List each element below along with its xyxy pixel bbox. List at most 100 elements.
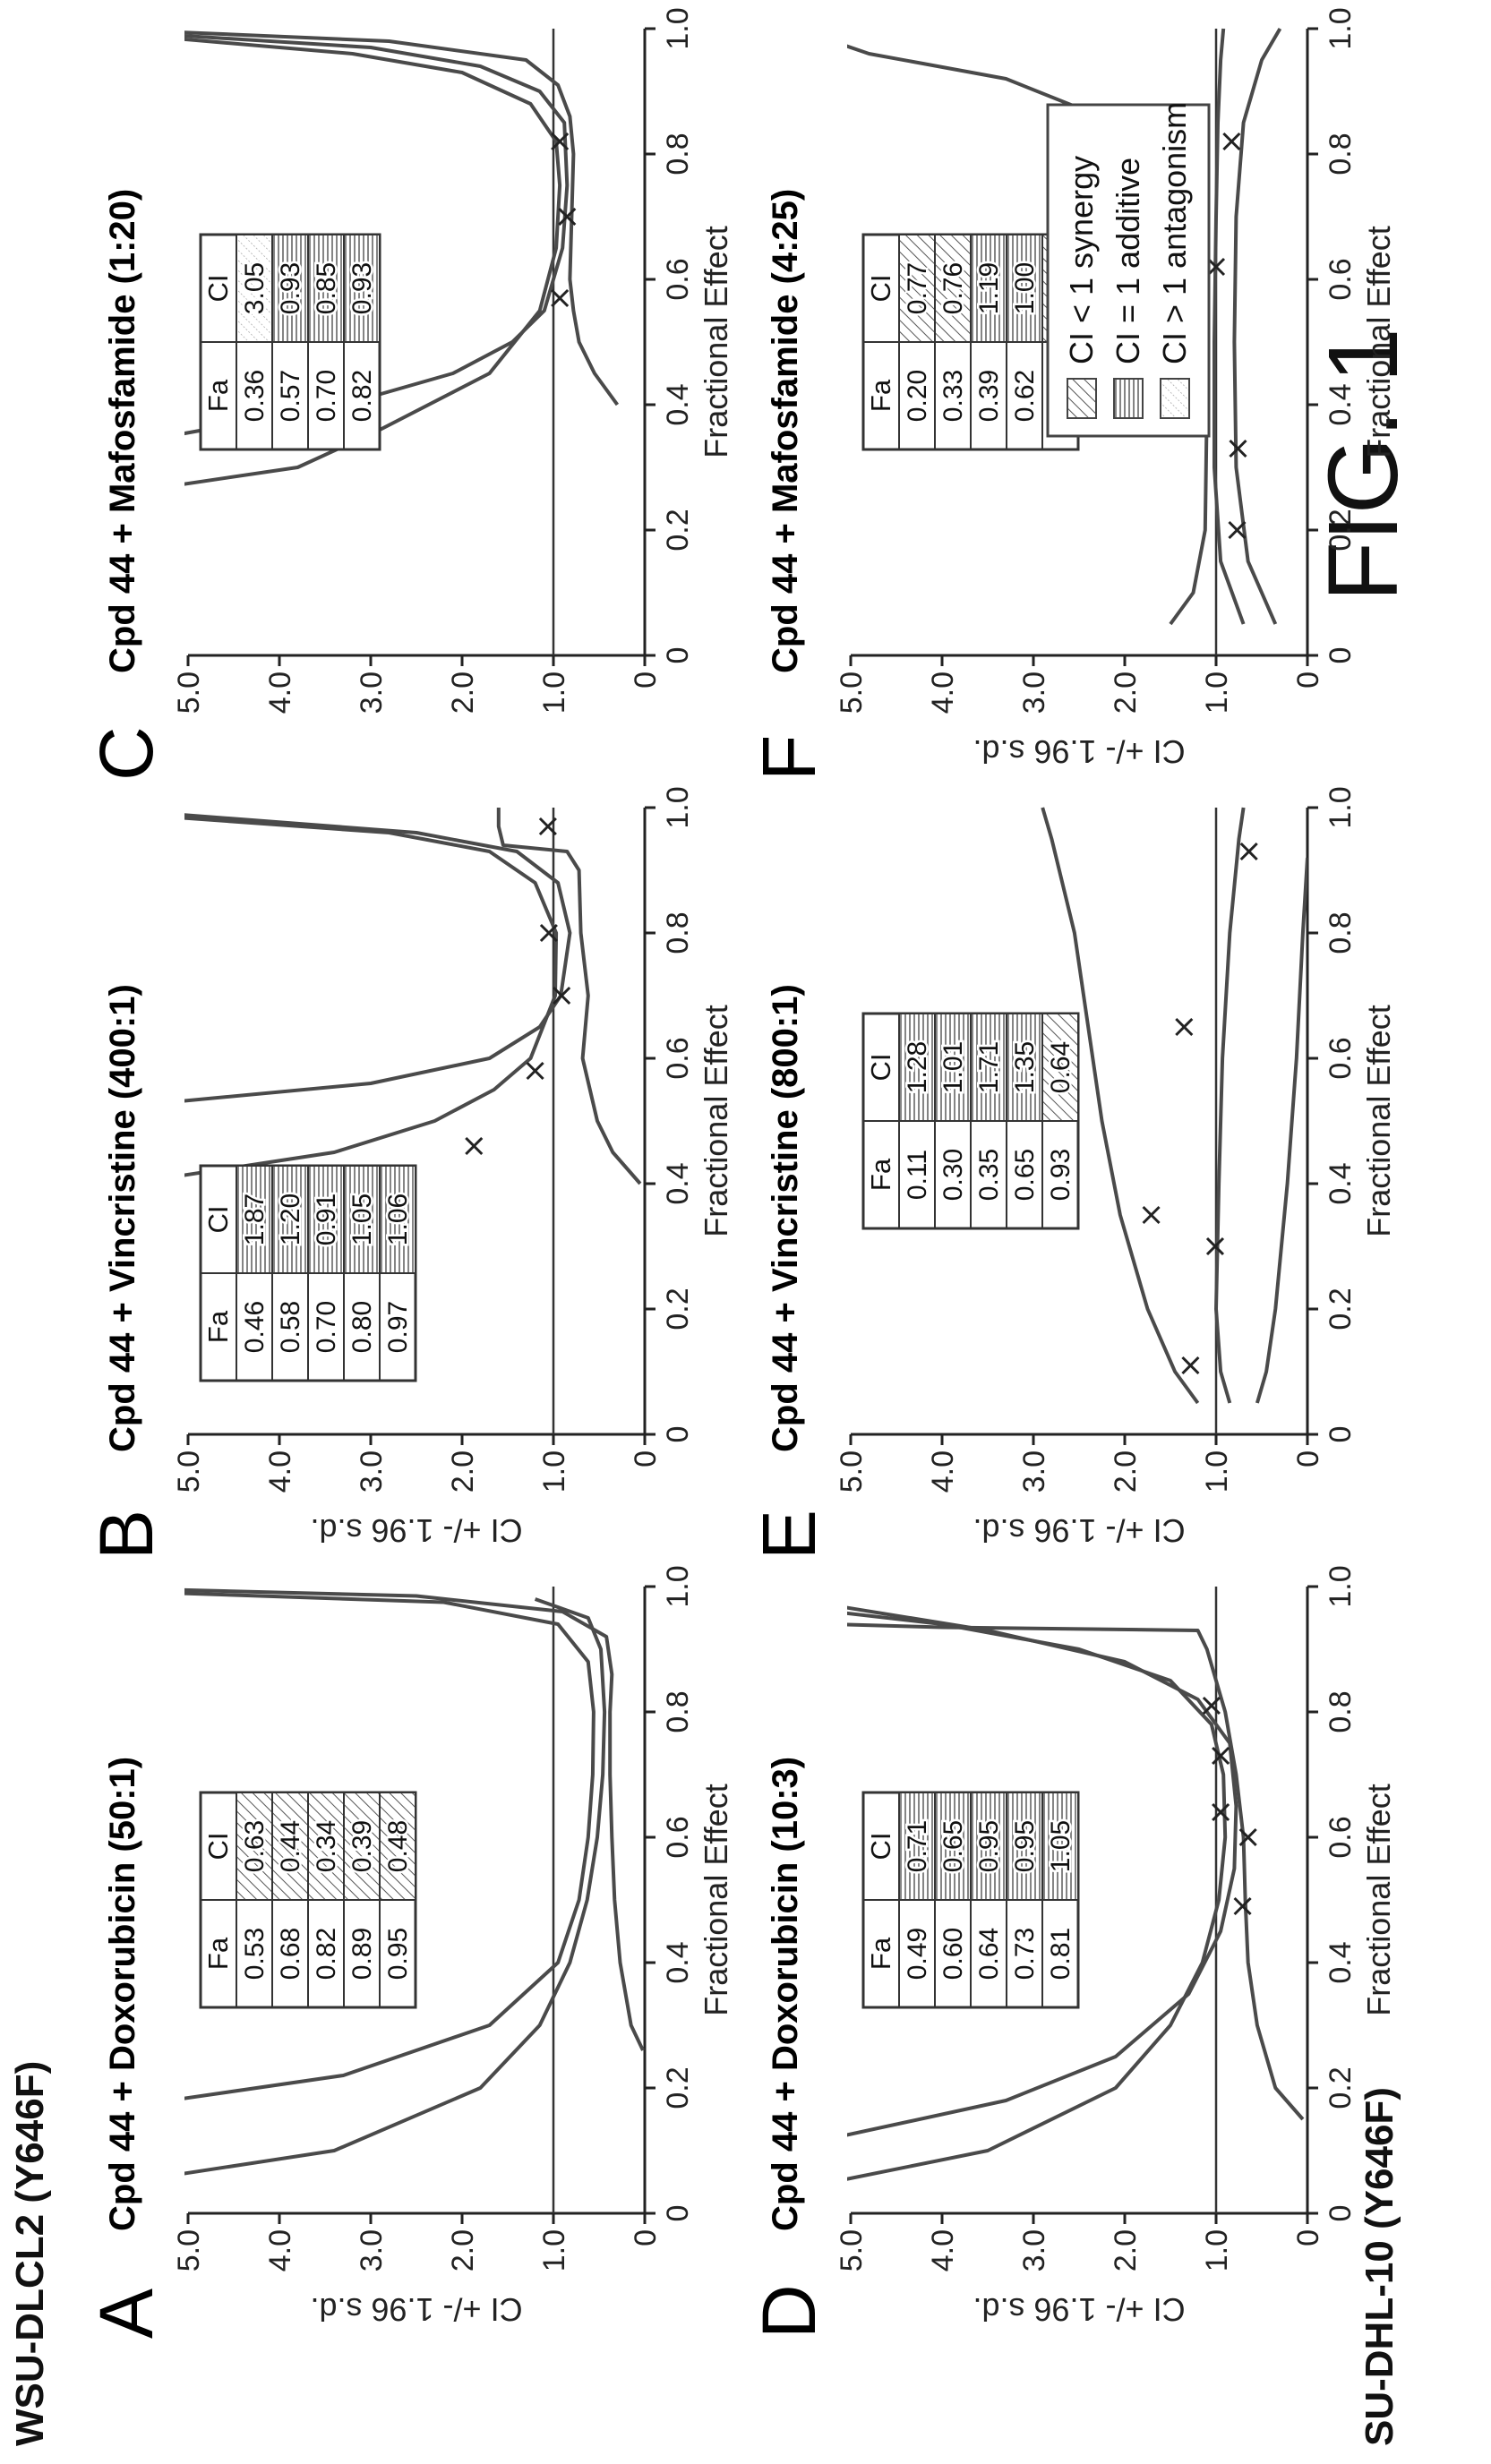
panel-title-F: Cpd 44 + Mafosfamide (4:25) (766, 189, 805, 673)
data-point-marker (1144, 1207, 1160, 1223)
panel-letter-C: C (84, 726, 168, 781)
x-tick-label: 0.2 (1324, 1288, 1358, 1330)
ci-table-ci: 0.48 (383, 1820, 413, 1872)
panel-title-C: Cpd 44 + Mafosfamide (1:20) (103, 189, 142, 673)
ci-curve-2 (1216, 808, 1244, 1403)
y-axis-title: CI +/- 1.96 s.d. (310, 1512, 522, 1549)
x-tick-label: 0.2 (1324, 2066, 1358, 2109)
ci-table-ci: 0.85 (312, 262, 341, 314)
ci-table-ci: 1.05 (1046, 1820, 1075, 1872)
y-axis-title: CI +/- 1.96 s.d. (310, 2291, 522, 2328)
panel-title-B: Cpd 44 + Vincristine (400:1) (103, 984, 142, 1452)
ci-table-ci: 0.65 (938, 1820, 968, 1872)
group-label-top: WSU-DLCL2 (Y646F) (8, 2061, 52, 2446)
ci-table-ci: 0.95 (974, 1820, 1004, 1872)
panel-letter-B: B (84, 1510, 168, 1560)
ci-curve-3 (499, 808, 640, 1184)
ci-table-fa: 0.80 (347, 1301, 377, 1353)
ci-table: FaCI0.111.280.301.010.351.710.651.350.93… (863, 1014, 1078, 1228)
ci-table-ci: 0.71 (903, 1820, 932, 1872)
ci-table-ci: 0.77 (903, 262, 932, 314)
x-tick-label: 0.8 (1324, 133, 1358, 175)
ci-table: FaCI0.200.770.330.760.391.190.621.000.82… (863, 235, 1078, 449)
y-tick-label: 0 (629, 672, 663, 689)
ci-table-ci: 1.01 (938, 1041, 968, 1093)
y-tick-label: 3.0 (1017, 2229, 1051, 2272)
x-axis-title: Fractional Effect (698, 1005, 734, 1236)
group-label-bottom: SU-DHL-10 (Y646F) (1358, 2087, 1401, 2446)
ci-table-ci: 0.34 (312, 1820, 341, 1872)
legend-label-additive: CI = 1 additive (1110, 158, 1146, 364)
x-tick-label: 0.6 (661, 258, 695, 300)
ci-curve-3 (1257, 858, 1307, 1403)
legend-swatch-antagonism (1161, 379, 1189, 418)
ci-table-ci: 0.95 (1010, 1820, 1040, 1872)
data-point-marker (1176, 1019, 1192, 1035)
y-tick-label: 0 (1291, 672, 1325, 689)
ci-table-fa: 0.62 (1010, 370, 1040, 422)
y-tick-label: 3.0 (355, 2229, 389, 2272)
ci-table-ci: 0.93 (347, 262, 377, 314)
x-tick-label: 1.0 (661, 1565, 695, 1607)
y-tick-label: 4.0 (263, 2229, 297, 2272)
x-tick-label: 0 (661, 1426, 695, 1443)
y-tick-label: 5.0 (835, 1450, 869, 1493)
x-tick-label: 0.4 (661, 1941, 695, 1983)
ci-table-ci: 1.28 (903, 1041, 932, 1093)
data-point-marker (1223, 133, 1239, 150)
data-point-marker (1182, 1357, 1198, 1373)
x-axis-title: Fractional Effect (698, 226, 734, 458)
ci-table-header: CI (202, 1833, 234, 1861)
y-tick-label: 3.0 (355, 1450, 389, 1493)
ci-table-header: Fa (865, 1937, 896, 1970)
ci-table-ci: 1.20 (276, 1194, 305, 1245)
legend-swatch-synergy (1067, 379, 1096, 418)
ci-table-fa: 0.30 (938, 1149, 968, 1201)
y-axis-title: CI +/- 1.96 s.d. (973, 2291, 1185, 2328)
ci-table-fa: 0.49 (903, 1928, 932, 1980)
y-tick-label: 2.0 (446, 1450, 480, 1493)
ci-table-ci: 0.91 (312, 1194, 341, 1245)
ci-table: FaCI0.461.870.581.200.700.910.801.050.97… (201, 1166, 416, 1381)
ci-table-header: CI (865, 1833, 896, 1861)
ci-table: FaCI0.363.050.570.930.700.850.820.93 (201, 235, 380, 449)
panel-B: BCpd 44 + Vincristine (400:1)01.02.03.04… (84, 786, 734, 1560)
y-tick-label: 1.0 (537, 1450, 571, 1493)
panel-letter-E: E (747, 1510, 831, 1560)
y-tick-label: 2.0 (1109, 672, 1143, 714)
x-tick-label: 0.6 (1324, 258, 1358, 300)
x-tick-label: 0.8 (661, 1690, 695, 1732)
y-tick-label: 1.0 (1200, 1450, 1234, 1493)
y-tick-label: 3.0 (355, 672, 389, 714)
x-tick-label: 0.4 (661, 1162, 695, 1204)
x-tick-label: 0.4 (1324, 383, 1358, 425)
panel-E: ECpd 44 + Vincristine (800:1)01.02.03.04… (747, 786, 1397, 1560)
y-tick-label: 2.0 (1109, 1450, 1143, 1493)
y-tick-label: 0 (629, 1450, 663, 1467)
ci-table-header: CI (202, 275, 234, 303)
y-tick-label: 5.0 (835, 2229, 869, 2272)
x-axis-title: Fractional Effect (1360, 1784, 1397, 2015)
ci-table-header: CI (865, 1054, 896, 1082)
y-tick-label: 0 (629, 2229, 663, 2246)
ci-table-fa: 0.53 (240, 1928, 270, 1980)
ci-table-header: Fa (202, 1937, 234, 1970)
data-point-marker (466, 1138, 482, 1154)
x-tick-label: 1.0 (661, 7, 695, 49)
ci-table-fa: 0.65 (1010, 1149, 1040, 1201)
ci-table-ci: 0.93 (276, 262, 305, 314)
x-tick-label: 0.4 (1324, 1162, 1358, 1204)
ci-table-ci: 0.64 (1046, 1041, 1075, 1093)
x-axis-title: Fractional Effect (1360, 1005, 1397, 1236)
ci-table-ci: 1.71 (974, 1041, 1004, 1093)
x-axis-title: Fractional Effect (1360, 226, 1397, 458)
x-tick-label: 0.6 (1324, 1037, 1358, 1079)
data-point-marker (1241, 843, 1257, 860)
ci-table-fa: 0.70 (312, 370, 341, 422)
x-tick-label: 1.0 (1324, 786, 1358, 828)
ci-table-fa: 0.36 (240, 370, 270, 422)
ci-curve-2 (170, 814, 570, 1102)
ci-table-ci: 3.05 (240, 262, 270, 314)
panel-A: ACpd 44 + Doxorubicin (50:1)01.02.03.04.… (84, 1565, 734, 2339)
ci-table-fa: 0.81 (1046, 1928, 1075, 1980)
